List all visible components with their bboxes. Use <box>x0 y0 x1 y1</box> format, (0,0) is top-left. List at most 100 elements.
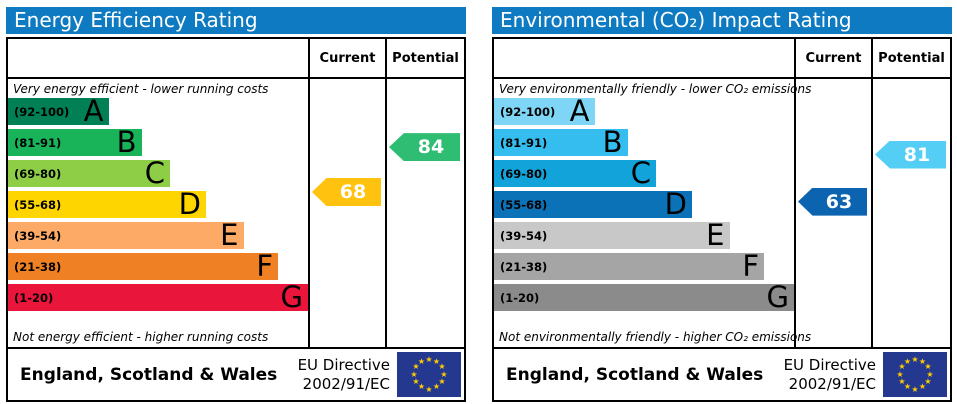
band-letter: G <box>280 280 303 314</box>
band-range-label: (81-91) <box>500 135 548 150</box>
eu-star: ★ <box>903 382 912 392</box>
band-row-c: (69-80) C <box>8 156 170 190</box>
potential-column: 81 <box>871 79 950 347</box>
potential-column: 84 <box>385 79 464 347</box>
band-letter: C <box>630 156 651 190</box>
eu-star: ★ <box>918 382 927 392</box>
potential-rating-value: 84 <box>417 136 445 159</box>
band-row-a: (92-100) A <box>8 97 109 126</box>
potential-column-header: Potential <box>385 39 464 77</box>
band-row-c: (69-80) C <box>494 156 656 190</box>
current-rating-value: 68 <box>339 181 367 203</box>
panel-title: Energy Efficiency Rating <box>14 8 258 32</box>
band-letter: D <box>664 187 687 221</box>
band-letter: E <box>706 218 725 252</box>
eu-star: ★ <box>412 362 420 371</box>
current-column-header: Current <box>308 39 385 77</box>
caption-bottom: Not energy efficient - higher running co… <box>13 330 269 344</box>
potential-column-header: Potential <box>871 39 950 77</box>
potential-rating-arrow: 81 <box>875 140 946 169</box>
band-row-f: (21-38) F <box>494 249 764 283</box>
eu-star: ★ <box>417 382 426 392</box>
band-letter: A <box>569 94 590 128</box>
band-range-label: (1-20) <box>14 290 54 305</box>
eu-star: ★ <box>898 362 906 371</box>
eu-flag-icon: ★ ★ ★ ★ ★ ★ ★ ★ ★ ★ ★ ★ <box>397 352 461 397</box>
eu-star: ★ <box>918 356 927 366</box>
bands: (92-100) A (81-91) B (69-80) C (55-68) <box>8 97 308 314</box>
eu-star: ★ <box>425 354 433 364</box>
caption-top: Very environmentally friendly - lower CO… <box>499 82 812 96</box>
band-chart: Very environmentally friendly - lower CO… <box>494 79 812 347</box>
eu-star: ★ <box>410 369 418 379</box>
eu-star: ★ <box>432 382 441 392</box>
band-range-label: (39-54) <box>14 228 62 243</box>
eu-star: ★ <box>438 377 446 386</box>
band-row-e: (39-54) E <box>494 218 730 252</box>
band-chart: Very energy efficient - lower running co… <box>8 79 308 347</box>
potential-rating-arrow: 84 <box>389 133 460 162</box>
current-column: 68 <box>308 79 385 347</box>
current-rating-value: 63 <box>825 190 853 213</box>
band-range-label: (92-100) <box>14 104 70 119</box>
band-letter: D <box>178 187 201 221</box>
band-row-a: (92-100) A <box>494 94 595 128</box>
header-spacer-cell <box>494 39 794 77</box>
band-letter: E <box>220 218 239 252</box>
eu-directive-label: EU Directive 2002/91/EC <box>298 356 397 394</box>
eu-directive-line2: 2002/91/EC <box>788 374 876 393</box>
band-letter: C <box>144 156 165 190</box>
current-column: 63 <box>794 79 871 347</box>
eu-star: ★ <box>440 369 448 379</box>
potential-rating-value: 81 <box>903 143 931 166</box>
caption-top: Very energy efficient - lower running co… <box>13 82 269 96</box>
chart-row: Very energy efficient - lower running co… <box>8 79 464 349</box>
band-letter: B <box>116 125 137 159</box>
eu-star: ★ <box>903 356 912 366</box>
region-label: England, Scotland & Wales <box>506 364 764 385</box>
eu-directive-label: EU Directive 2002/91/EC <box>784 356 883 394</box>
band-row-f: (21-38) F <box>8 249 278 283</box>
eu-directive-line1: EU Directive <box>783 355 876 374</box>
band-row-d: (55-68) D <box>494 187 692 221</box>
band-letter: F <box>256 249 273 283</box>
region-label: England, Scotland & Wales <box>20 364 278 385</box>
energy-efficiency-panel: Energy Efficiency Rating Current Potenti… <box>6 7 466 402</box>
table-header-row: Current Potential <box>8 39 464 79</box>
band-letter: F <box>742 249 759 283</box>
eu-star: ★ <box>924 362 932 371</box>
eu-star: ★ <box>417 356 426 366</box>
eu-star: ★ <box>425 384 433 394</box>
band-range-label: (55-68) <box>14 197 62 212</box>
band-range-label: (21-38) <box>500 259 548 274</box>
band-row-b: (81-91) B <box>494 125 628 159</box>
band-range-label: (55-68) <box>500 197 548 212</box>
eu-star: ★ <box>432 356 441 366</box>
eu-star: ★ <box>924 377 932 386</box>
eu-star: ★ <box>438 362 446 371</box>
band-range-label: (39-54) <box>500 228 548 243</box>
band-letter: B <box>602 125 623 159</box>
band-letter: G <box>766 280 789 314</box>
band-range-label: (69-80) <box>14 166 62 181</box>
footer-row: England, Scotland & Wales EU Directive 2… <box>8 349 464 400</box>
footer-row: England, Scotland & Wales EU Directive 2… <box>494 349 950 400</box>
eu-star: ★ <box>896 369 904 379</box>
rating-table: Current Potential Very environmentally f… <box>492 37 952 402</box>
band-row-b: (81-91) B <box>8 125 142 159</box>
band-row-e: (39-54) E <box>8 218 244 252</box>
caption-bottom: Not environmentally friendly - higher CO… <box>499 330 812 344</box>
table-header-row: Current Potential <box>494 39 950 79</box>
eu-star: ★ <box>911 354 919 364</box>
panel-title-bar: Energy Efficiency Rating <box>6 7 466 34</box>
eu-star: ★ <box>412 377 420 386</box>
header-spacer-cell <box>8 39 308 77</box>
band-row-g: (1-20) G <box>494 280 794 314</box>
band-row-g: (1-20) G <box>8 280 308 314</box>
rating-table: Current Potential Very energy efficient … <box>6 37 466 402</box>
bands: (92-100) A (81-91) B (69-80) C (55-68) <box>494 94 794 314</box>
band-range-label: (92-100) <box>500 104 556 119</box>
current-rating-arrow: 68 <box>312 178 381 206</box>
eu-star: ★ <box>926 369 934 379</box>
